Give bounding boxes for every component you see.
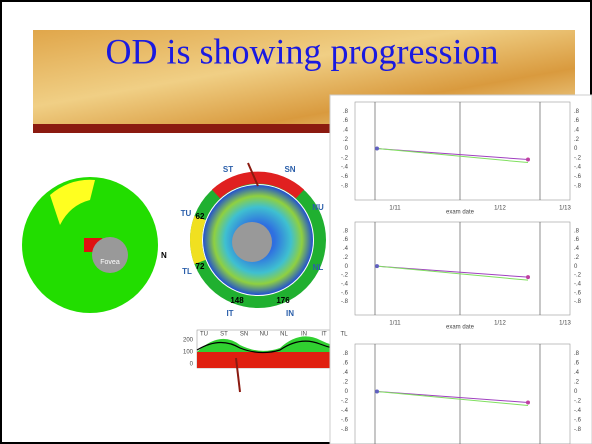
y-label: .2 — [343, 137, 349, 143]
y-label: .8 — [574, 109, 580, 115]
sector-label: IN — [286, 309, 294, 318]
y-label: .4 — [574, 128, 580, 134]
y-label: -.8 — [574, 183, 582, 189]
y-label: -.4 — [341, 281, 349, 287]
x-label: 1/13 — [559, 206, 571, 212]
trend-point — [526, 275, 530, 279]
sector-value: 176 — [276, 296, 290, 305]
y-label: -.8 — [341, 427, 349, 433]
y-label: -.6 — [574, 174, 582, 180]
y-label: -.6 — [341, 174, 349, 180]
y-label: .4 — [343, 128, 349, 134]
sector-label: NU — [312, 203, 324, 212]
nasal-label: N — [161, 251, 167, 260]
x-label: 1/11 — [389, 321, 401, 327]
y-label: .6 — [574, 361, 580, 367]
y-label: -.2 — [341, 399, 349, 405]
y-label: .6 — [343, 237, 349, 243]
sector-value: 72 — [196, 262, 205, 271]
y-label: -.4 — [574, 281, 582, 287]
tsnit-sector: NU — [260, 332, 269, 338]
fovea-label: Fovea — [100, 259, 120, 266]
x-title: exam date — [446, 325, 475, 331]
trend-point — [526, 401, 530, 405]
y-label: .6 — [574, 237, 580, 243]
y-label: -.8 — [574, 299, 582, 305]
trend-point — [375, 264, 379, 268]
sector-label: IT — [226, 309, 233, 318]
y-label: -.8 — [341, 299, 349, 305]
y-label: .4 — [574, 370, 580, 376]
y-label: .8 — [343, 351, 349, 357]
y-label: -.6 — [574, 418, 582, 424]
y-label: -.8 — [574, 427, 582, 433]
y-label: .2 — [574, 137, 580, 143]
y-label: .2 — [343, 255, 349, 261]
tsnit-sector: SN — [240, 332, 248, 338]
trend-point — [375, 147, 379, 151]
optic-disc — [232, 222, 272, 262]
x-label: 1/12 — [494, 321, 506, 327]
tsnit-sector: TL — [340, 332, 348, 338]
y-label: -.6 — [341, 418, 349, 424]
sector-label: ST — [223, 165, 233, 174]
y-label: -.6 — [341, 290, 349, 296]
y-label: -.2 — [574, 155, 582, 161]
slide: OD is showing progression Fovea N ST SN NU… — [0, 0, 592, 444]
banner-bar — [33, 124, 333, 133]
sector-label: TL — [182, 267, 192, 276]
y-label: .2 — [574, 380, 580, 386]
y-label: .4 — [574, 246, 580, 252]
sector-label: SN — [284, 165, 295, 174]
tsnit-sector: IT — [321, 332, 327, 338]
y-label: .4 — [343, 246, 349, 252]
slide-canvas: OD is showing progression Fovea N ST SN NU… — [0, 0, 592, 444]
tsnit-sector: IN — [301, 332, 307, 338]
tsnit-y-label: 200 — [183, 338, 194, 344]
y-label: -.2 — [574, 273, 582, 279]
tsnit-sector: ST — [220, 332, 228, 338]
trend-point — [526, 158, 530, 162]
x-title: exam date — [446, 210, 475, 216]
x-label: 1/12 — [494, 206, 506, 212]
y-label: .8 — [574, 228, 580, 234]
fovea — [92, 237, 128, 273]
y-label: -.2 — [341, 273, 349, 279]
y-label: -.4 — [341, 165, 349, 171]
y-label: -.4 — [341, 408, 349, 414]
y-label: .6 — [343, 118, 349, 124]
y-label: -.4 — [574, 165, 582, 171]
trend-point — [375, 390, 379, 394]
sector-label: TU — [181, 209, 192, 218]
x-label: 1/13 — [559, 321, 571, 327]
y-label: -.2 — [341, 155, 349, 161]
y-label: -.2 — [574, 399, 582, 405]
tsnit-sector: TU — [200, 332, 208, 338]
y-label: .8 — [343, 228, 349, 234]
y-label: .2 — [343, 380, 349, 386]
y-label: .4 — [343, 370, 349, 376]
y-label: .2 — [574, 255, 580, 261]
slide-title: OD is showing progression — [106, 31, 499, 71]
x-label: 1/11 — [389, 206, 401, 212]
trend-panel — [330, 95, 592, 444]
y-label: .8 — [574, 351, 580, 357]
ring-yellow — [196, 218, 200, 262]
y-label: .6 — [343, 361, 349, 367]
y-label: .8 — [343, 109, 349, 115]
y-label: -.8 — [341, 183, 349, 189]
y-label: -.6 — [574, 290, 582, 296]
sector-label: NL — [313, 263, 324, 272]
y-label: .6 — [574, 118, 580, 124]
tsnit-sector: NL — [280, 332, 288, 338]
y-label: -.4 — [574, 408, 582, 414]
sector-value: 62 — [196, 212, 205, 221]
tsnit-y-label: 100 — [183, 350, 194, 356]
sector-value: 148 — [230, 296, 244, 305]
